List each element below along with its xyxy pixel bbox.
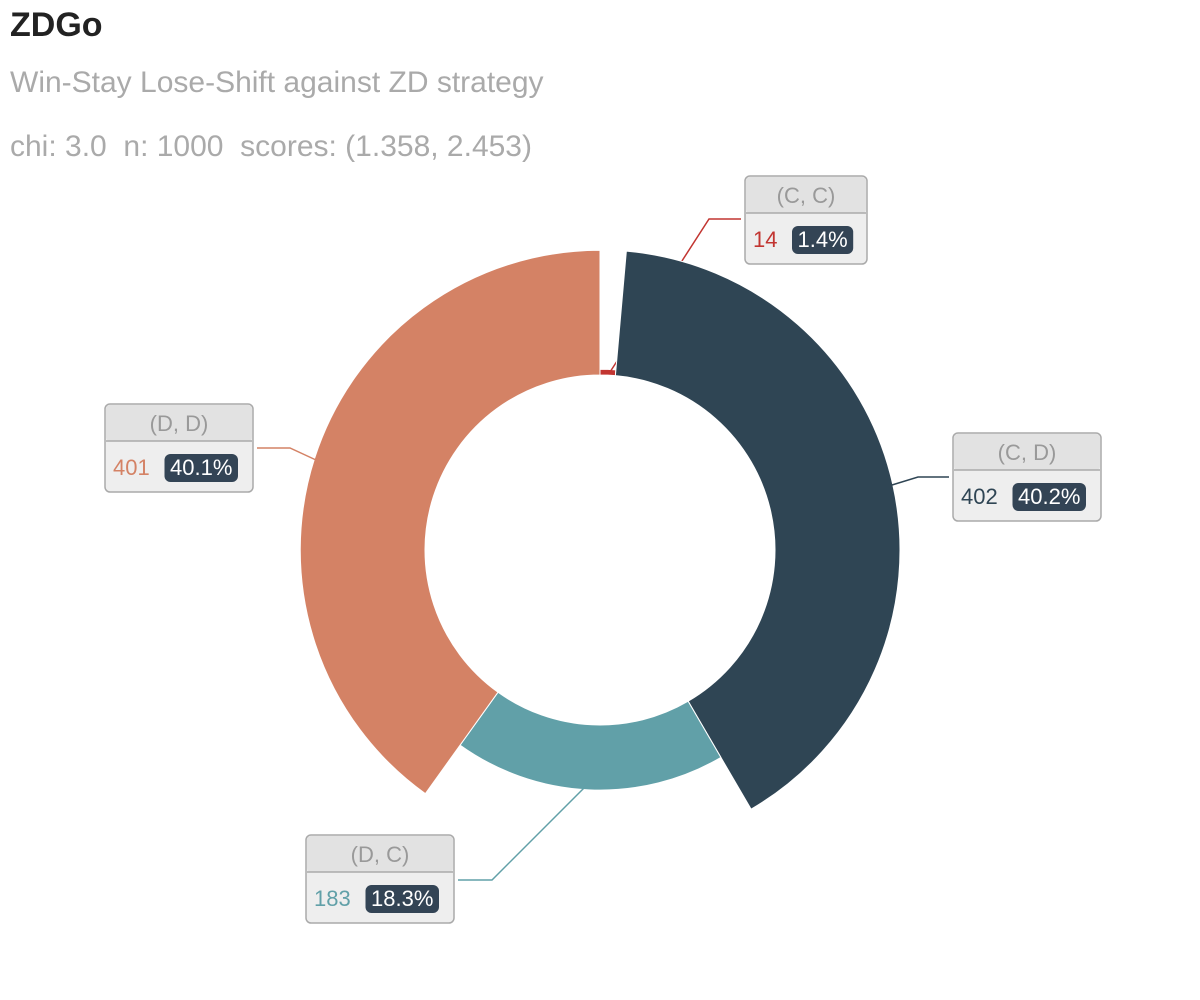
pie-slice[interactable] xyxy=(299,249,601,795)
slice-label: (C, D)402 40.2% xyxy=(952,432,1102,522)
label-leader-line xyxy=(458,781,591,881)
slice-value-label: 402 xyxy=(961,484,998,509)
label-header xyxy=(106,405,252,441)
slice-category-label: (C, C) xyxy=(777,183,836,208)
label-header xyxy=(954,434,1100,470)
slice-value-label: 401 xyxy=(113,455,150,480)
slice-percent-label: 40.2% xyxy=(1018,484,1080,509)
slice-category-label: (C, D) xyxy=(998,440,1057,465)
slice-category-label: (D, D) xyxy=(150,411,209,436)
label-header xyxy=(307,836,453,872)
percent-badge xyxy=(1012,483,1086,511)
chart-title: ZDGo xyxy=(10,6,103,44)
slice-percent-label: 1.4% xyxy=(798,227,848,252)
slice-label: (D, D)401 40.1% xyxy=(104,403,254,493)
percent-badge xyxy=(365,885,439,913)
slice-value-label: 183 xyxy=(314,886,351,911)
pie-slice[interactable] xyxy=(459,691,722,791)
label-leader-line xyxy=(891,476,949,486)
label-leader-line xyxy=(257,447,317,461)
slice-label: (C, C)14 1.4% xyxy=(744,175,868,265)
slice-percent-label: 18.3% xyxy=(371,886,433,911)
slice-percent-label: 40.1% xyxy=(170,455,232,480)
label-header xyxy=(746,177,866,213)
percent-badge xyxy=(792,226,854,254)
slice-value-label: 14 xyxy=(753,227,777,252)
slice-category-label: (D, C) xyxy=(351,842,410,867)
chart-subtitle: Win-Stay Lose-Shift against ZD strategy xyxy=(10,66,544,99)
percent-badge xyxy=(164,454,238,482)
pie-slice[interactable] xyxy=(614,250,901,810)
chart-stats: chi: 3.0 n: 1000 scores: (1.358, 2.453) xyxy=(10,130,532,163)
slice-label: (D, C)183 18.3% xyxy=(305,834,455,924)
pie-slice[interactable] xyxy=(599,368,617,377)
